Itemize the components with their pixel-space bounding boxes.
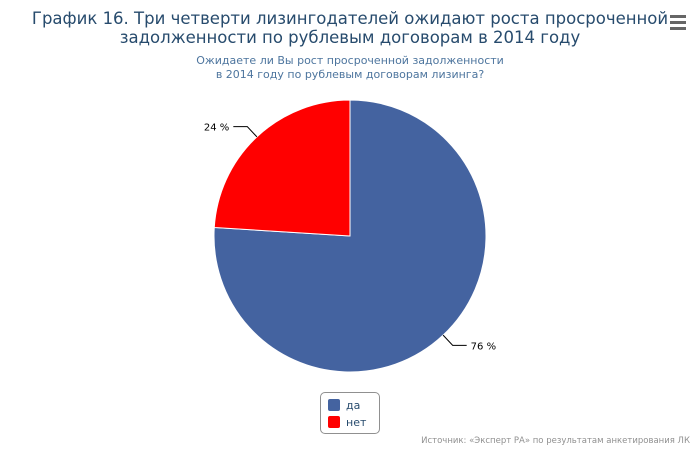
chart-title-line-1: График 16. Три четверти лизингодателей о… (31, 9, 669, 28)
legend-label-no: нет (346, 415, 367, 429)
source-credits: Источник: «Эксперт РА» по результатам ан… (421, 436, 690, 446)
data-label-connector-no (233, 126, 258, 138)
pie-slice-no[interactable] (213, 99, 351, 237)
hamburger-menu-icon[interactable] (666, 11, 690, 33)
data-label-no: 24 % (204, 123, 229, 134)
chart-title: График 16. Три четверти лизингодателей о… (0, 9, 700, 47)
chart-title-line-2: задолженности по рублевым договорам в 20… (119, 28, 581, 47)
legend: да нет (320, 392, 380, 434)
legend-swatch-no (328, 416, 340, 428)
chart-subtitle-line-1: Ожидаете ли Вы рост просроченной задолже… (196, 54, 504, 67)
legend-item-no[interactable]: нет (328, 414, 366, 430)
data-label-yes: 76 % (471, 341, 496, 352)
chart-subtitle: Ожидаете ли Вы рост просроченной задолже… (0, 54, 700, 82)
legend-label-yes: да (346, 398, 361, 412)
legend-swatch-yes (328, 399, 340, 411)
legend-item-yes[interactable]: да (328, 397, 360, 413)
chart-subtitle-line-2: в 2014 году по рублевым договорам лизинг… (215, 68, 485, 81)
data-label-connector-yes (442, 334, 467, 346)
